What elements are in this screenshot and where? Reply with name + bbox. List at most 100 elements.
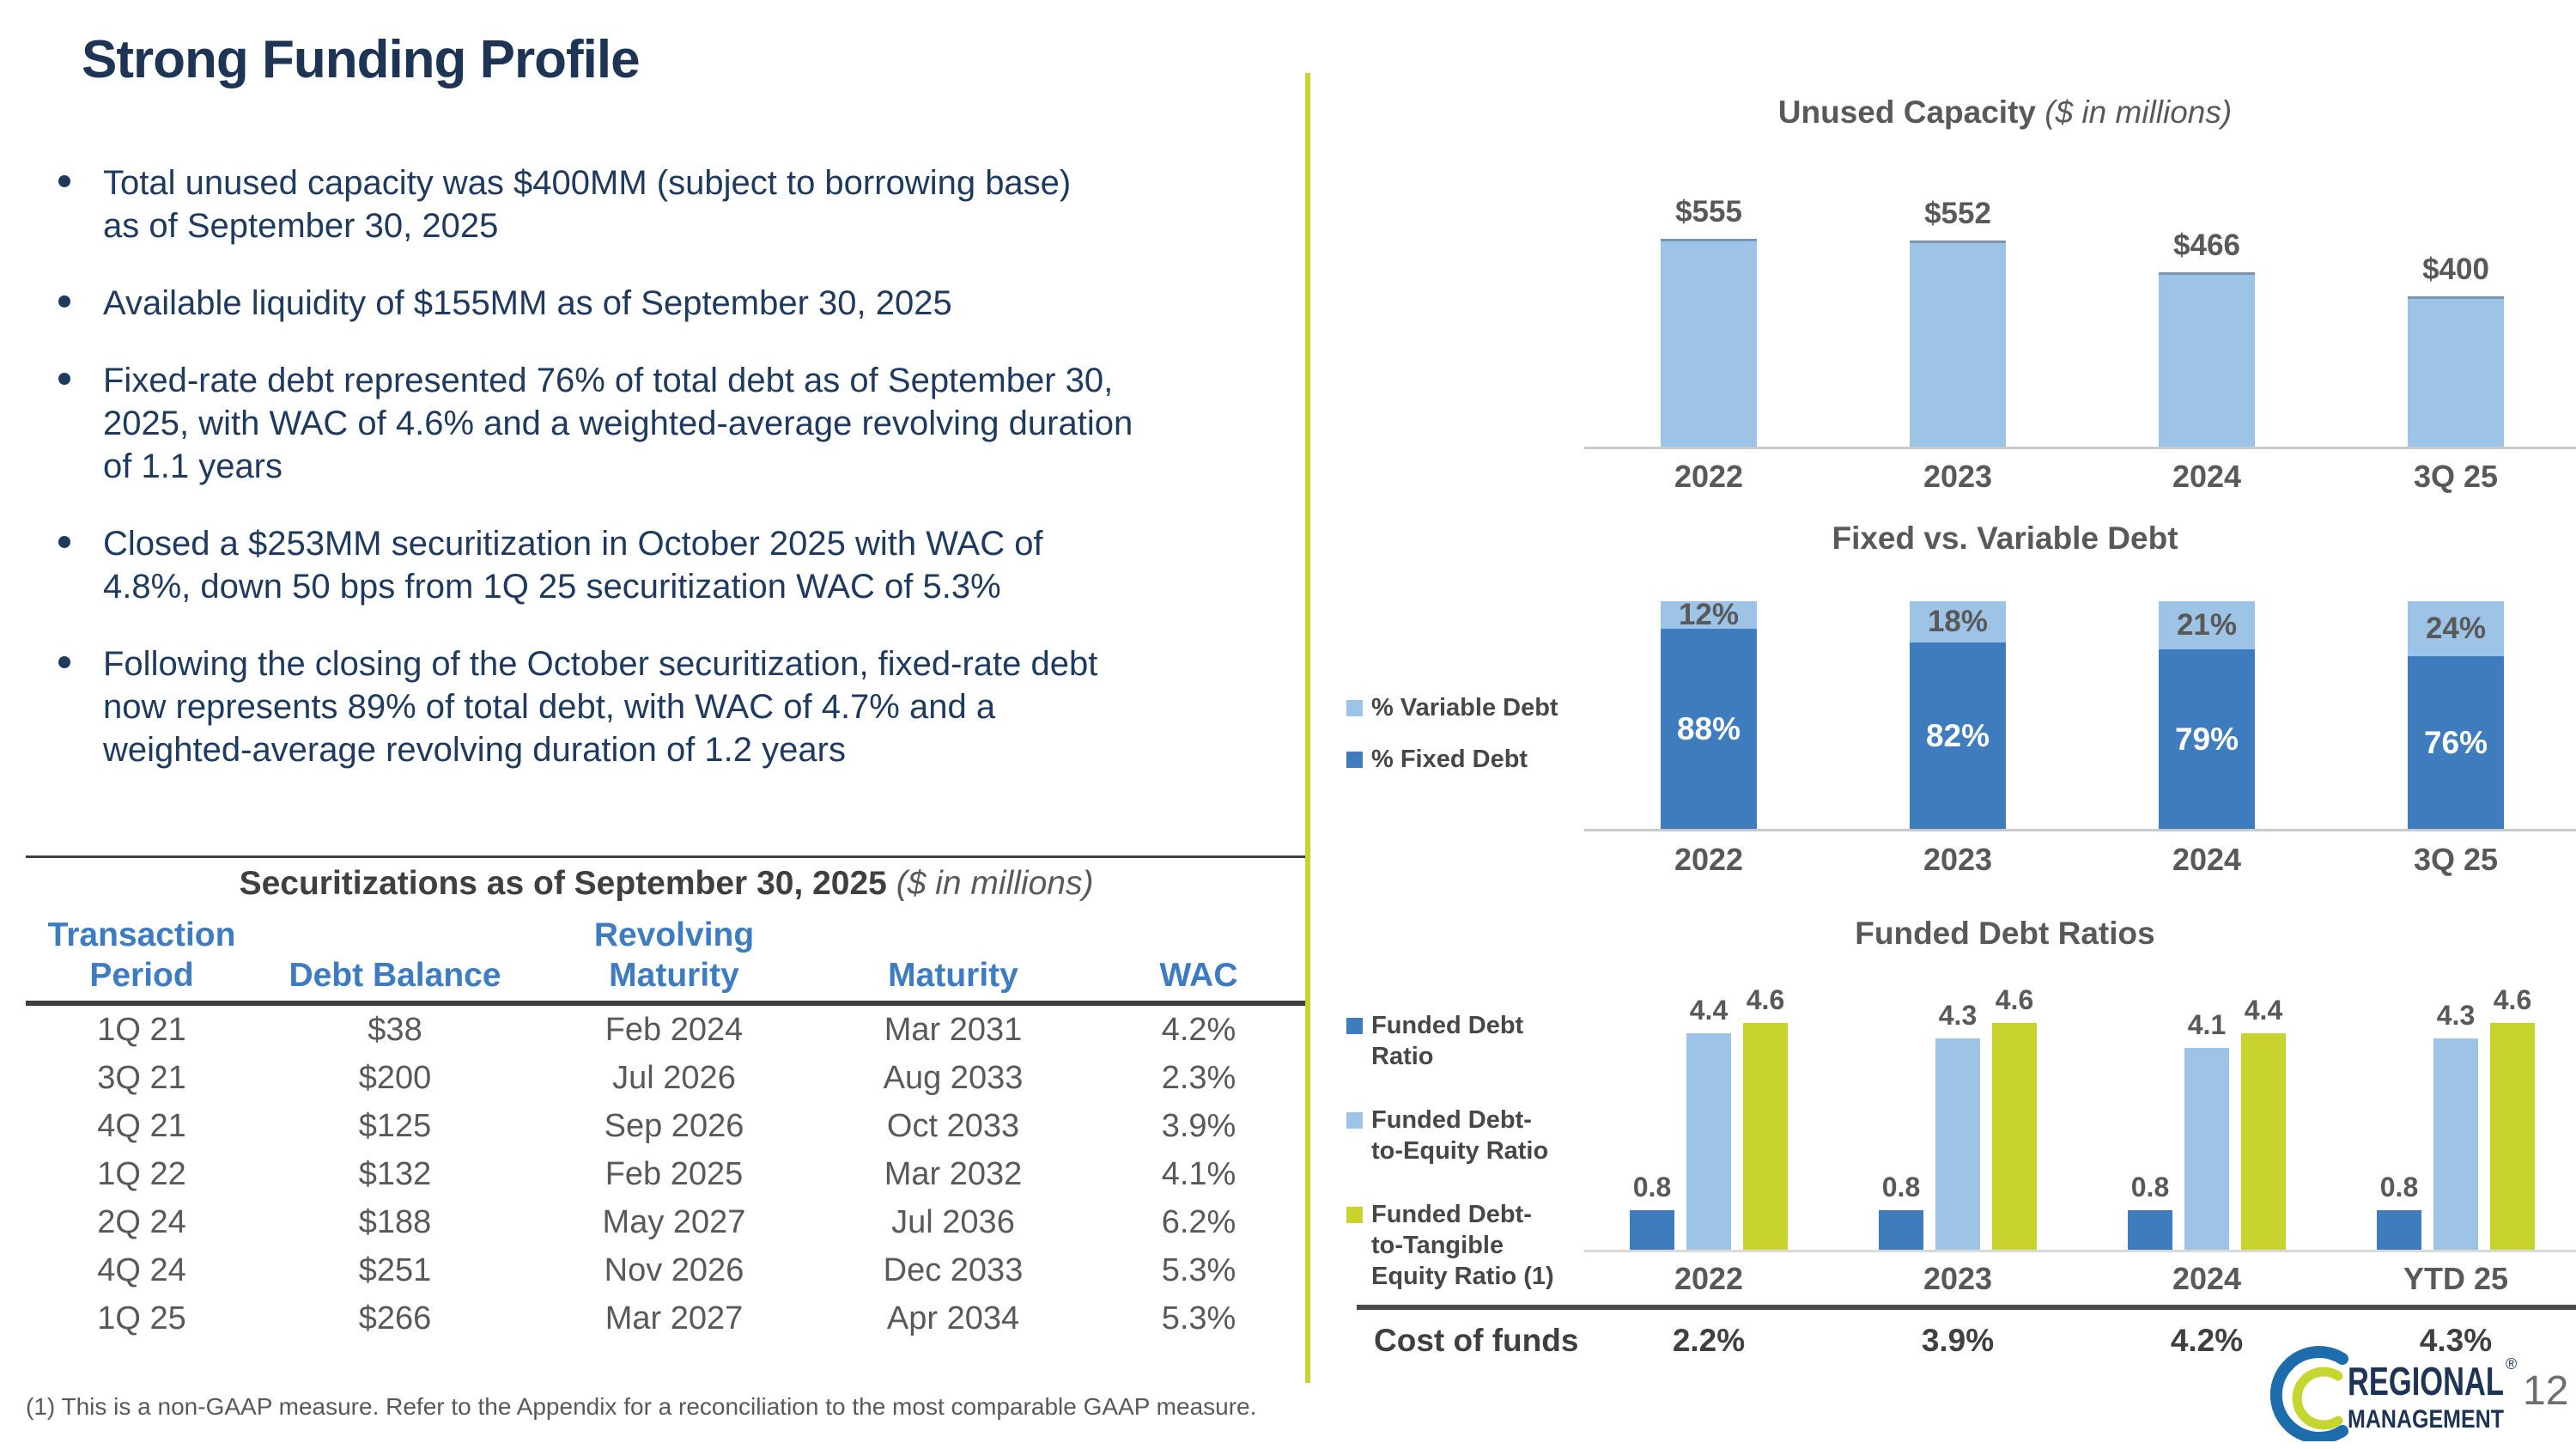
table-row: 4Q 24 $251 Nov 2026 Dec 2033 5.3% (26, 1246, 1307, 1294)
fixed-variable-slot: 24% 76% (2331, 601, 2576, 829)
fixed-variable-slot: 12% 88% (1584, 598, 1833, 829)
legend-label: Funded Debt Ratio (1371, 1012, 1524, 1070)
category-label: 2023 (1923, 842, 1993, 877)
unused-capacity-categories: 2022 2023 2024 3Q 25 (1584, 459, 2576, 495)
bullet-dot (58, 175, 70, 187)
legend-label: % Variable Debt (1371, 694, 1558, 721)
table-cell: Nov 2026 (604, 1252, 744, 1288)
category-label: 2022 (1674, 842, 1744, 877)
bullet-text: Closed a $253MM securitization in Octobe… (103, 525, 1043, 606)
table-cell: Feb 2024 (605, 1012, 744, 1048)
table-cell: $125 (358, 1108, 432, 1144)
category-label: 2024 (2172, 842, 2242, 877)
legend-label: Funded Debt- to-Tangible Equity Ratio (1… (1371, 1201, 1554, 1290)
category-label: 2024 (2172, 459, 2242, 494)
category-label: 2022 (1674, 459, 1744, 494)
legend-label: % Fixed Debt (1371, 746, 1528, 773)
logo-registered-mark: ® (2506, 1355, 2517, 1373)
table-cell: 2.3% (1161, 1060, 1236, 1096)
ratio-bar: 4.1 (2184, 1009, 2229, 1250)
bar-value-label: 0.8 (1632, 1172, 1672, 1202)
table-row: 1Q 21 $38 Feb 2024 Mar 2031 4.2% (26, 1006, 1307, 1054)
fixed-variable-legend: % Variable Debt % Fixed Debt (1346, 692, 1558, 795)
fixed-variable-slot: 21% 79% (2082, 601, 2331, 829)
table-header-cell: Transaction Period (47, 916, 236, 994)
ratio-bar: 4.6 (1743, 984, 1788, 1250)
funded-ratios-group: 0.8 4.4 4.6 (1584, 984, 1833, 1250)
ratio-bar: 4.4 (1686, 995, 1731, 1250)
regional-management-logo: REGIONAL ® MANAGEMENT (2257, 1345, 2519, 1446)
funded-ratios-group: 0.8 4.3 4.6 (2331, 984, 2576, 1250)
legend-swatch-icon (1346, 1112, 1363, 1129)
securitizations-table: Securitizations as of September 30, 2025… (26, 855, 1307, 1342)
cost-of-funds-values: 2.2% 3.9% 4.2% 4.3% (1584, 1323, 2576, 1359)
table-cell: $251 (358, 1252, 432, 1288)
cost-of-funds-value: 4.3% (2419, 1323, 2493, 1358)
category-label: 2023 (1923, 459, 1993, 494)
variable-segment: 18% (1910, 601, 2006, 642)
ratio-bar: 0.8 (1630, 1172, 1674, 1250)
legend-label: Funded Debt- to-Equity Ratio (1371, 1106, 1549, 1165)
ratio-bar: 0.8 (2128, 1172, 2172, 1250)
table-header-cell: Maturity (888, 957, 1018, 994)
table-row: 1Q 22 $132 Feb 2025 Mar 2032 4.1% (26, 1150, 1307, 1198)
table-body: 1Q 21 $38 Feb 2024 Mar 2031 4.2% 3Q 21 $200 Jul… (26, 1006, 1307, 1342)
bullet-text: Following the closing of the October sec… (103, 645, 1098, 769)
table-title-text: Securitizations as of September 30, 2025 (239, 865, 887, 902)
fixed-segment: 88% (1661, 629, 1757, 829)
variable-value-label: 21% (2176, 608, 2238, 642)
logo-swoosh-icon: REGIONAL ® MANAGEMENT (2269, 1346, 2517, 1444)
legend-swatch-icon (1346, 1207, 1363, 1223)
category-label: 2023 (1923, 1261, 1993, 1296)
bar-value-label: 4.3 (2436, 1000, 2476, 1031)
table-header-row: Transaction Period Debt Balance Revolving … (26, 903, 1307, 1006)
legend-item: % Variable Debt (1346, 692, 1558, 723)
logo-green-arc (2292, 1367, 2343, 1430)
table-cell: Apr 2034 (886, 1300, 1020, 1336)
category-label: 3Q 25 (2413, 842, 2499, 877)
bar-value-label: $400 (2422, 253, 2489, 286)
stacked-bar: 18% 82% (1910, 601, 2006, 829)
bullet-dot (58, 373, 70, 385)
table-cell: Mar 2031 (884, 1012, 1023, 1048)
fixed-segment: 76% (2408, 656, 2504, 829)
ratio-bar: 0.8 (2377, 1172, 2421, 1250)
ratio-bar: 0.8 (1879, 1172, 1923, 1250)
table-header-cell: Debt Balance (289, 957, 501, 994)
bullet-item: Fixed-rate debt represented 76% of total… (53, 359, 1307, 488)
unused-capacity-slot: $466 (2082, 198, 2331, 447)
table-cell: 1Q 21 (97, 1012, 186, 1048)
bullet-item: Following the closing of the October sec… (53, 642, 1307, 771)
bar-value-label: 4.6 (1995, 984, 2034, 1015)
variable-segment: 24% (2408, 601, 2504, 656)
table-row: 3Q 21 $200 Jul 2026 Aug 2033 2.3% (26, 1054, 1307, 1102)
bullet-list: Total unused capacity was $400MM (subjec… (53, 161, 1307, 806)
table-cell: Mar 2032 (884, 1156, 1023, 1192)
bar-value-label: 0.8 (1881, 1172, 1921, 1202)
footnote: (1) This is a non-GAAP measure. Refer to… (26, 1393, 1257, 1420)
bar-value-label: $552 (1924, 197, 1991, 230)
fixed-value-label: 88% (1676, 710, 1741, 746)
funded-ratios-title: Funded Debt Ratios (1855, 916, 2155, 951)
unused-capacity-title: Unused Capacity ($ in millions) (1460, 94, 2550, 131)
bar-value-label: 4.1 (2187, 1009, 2227, 1040)
table-header-cell: Revolving Maturity (593, 916, 755, 994)
table-cell: 3.9% (1161, 1108, 1236, 1144)
table-cell: $38 (368, 1012, 422, 1048)
funded-ratios-bars: 0.8 4.3 4.6 (2377, 984, 2535, 1250)
unused-capacity-title-text: Unused Capacity (1777, 94, 2036, 130)
fixed-segment: 79% (2159, 649, 2255, 829)
legend-item: % Fixed Debt (1346, 744, 1558, 775)
unused-capacity-bar (1661, 239, 1757, 447)
fixed-variable-plot: 12% 88% 18% 82% 21% 79% 24% 76% (1584, 598, 2576, 829)
variable-value-label: 18% (1927, 605, 1989, 638)
bullet-item: Closed a $253MM securitization in Octobe… (53, 522, 1307, 608)
funded-ratios-plot: 0.8 4.4 4.6 0.8 4.3 4.6 0.8 4.1 4.4 0.8 4.3 4.6 (1584, 984, 2576, 1250)
legend-swatch-icon (1346, 752, 1363, 768)
table-cell: $188 (358, 1204, 432, 1240)
cost-of-funds-value: 2.2% (1672, 1323, 1746, 1358)
bar-value-label: 0.8 (2379, 1172, 2419, 1202)
ratio-bar: 4.6 (2490, 984, 2535, 1250)
table-cell: Mar 2027 (605, 1300, 744, 1336)
